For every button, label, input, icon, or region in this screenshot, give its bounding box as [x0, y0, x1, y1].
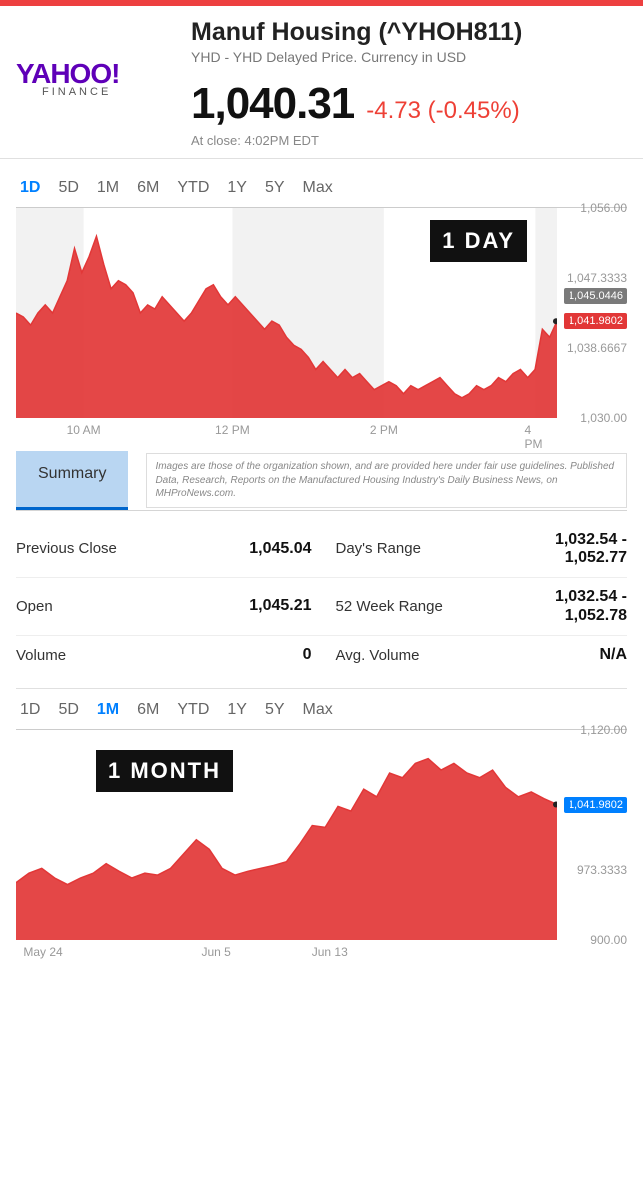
chart-1m-plot[interactable]: 1 MONTH [16, 730, 557, 940]
close-time-note: At close: 4:02PM EDT [191, 133, 627, 148]
range-tab-ytd[interactable]: YTD [177, 179, 209, 196]
range-tab-1d[interactable]: 1D [20, 179, 40, 196]
range-tabs-2: 1D 5D 1M 6M YTD 1Y 5Y Max [16, 697, 627, 729]
logo-exclamation: ! [111, 58, 119, 89]
chart-1m-stamp: 1 MONTH [96, 750, 233, 792]
range-tab-6m[interactable]: 6M [137, 701, 159, 718]
stat-value: 1,045.21 [249, 597, 311, 615]
x-tick-label: Jun 5 [201, 945, 230, 959]
range-tab-6m[interactable]: 6M [137, 179, 159, 196]
chart-1m-x-axis: May 24 Jun 5 Jun 13 [16, 945, 557, 969]
range-tab-5y[interactable]: 5Y [265, 179, 285, 196]
stat-cell: Volume 0 [16, 646, 322, 664]
stat-row: Volume 0 Avg. Volume N/A [16, 636, 627, 674]
chart-1m-section: 1D5D1M6MYTD1Y5YMax 1 MONTH 1,120.00973.3… [0, 689, 643, 969]
stat-row: Previous Close 1,045.04 Day's Range 1,032.5… [16, 521, 627, 579]
chart-1d-x-axis: 10 AM12 PM2 PM4 PM [16, 423, 557, 447]
x-tick-label: May 24 [23, 945, 62, 959]
stat-label: 52 Week Range [336, 598, 443, 615]
price-flag: 1,041.9802 [564, 313, 627, 329]
stat-value: N/A [599, 646, 627, 664]
x-tick-label: Jun 13 [312, 945, 348, 959]
range-tab-5d[interactable]: 5D [58, 179, 78, 196]
stat-value: 1,032.54 - 1,052.77 [555, 531, 627, 568]
x-tick-label: 12 PM [215, 423, 250, 437]
logo-text: YAHOO [16, 58, 111, 89]
stat-row: Open 1,045.21 52 Week Range 1,032.54 - 1,05… [16, 578, 627, 636]
stats-table: Previous Close 1,045.04 Day's Range 1,032.5… [16, 511, 627, 690]
logo-subtext: FINANCE [16, 86, 191, 98]
x-tick-label: 2 PM [370, 423, 398, 437]
chart-1d-section: 1D5D1M6MYTD1Y5YMax 1 DAY 1,056.001,047.3… [0, 159, 643, 689]
summary-row: Summary Images are those of the organiza… [16, 451, 627, 511]
x-tick-label: 4 PM [525, 423, 547, 451]
stat-value: 0 [303, 646, 312, 664]
stat-label: Previous Close [16, 540, 117, 557]
fair-use-notice: Images are those of the organization sho… [146, 453, 627, 508]
range-tab-1y[interactable]: 1Y [227, 701, 247, 718]
header: YAHOO! FINANCE Manuf Housing (^YHOH811) … [0, 6, 643, 159]
range-tabs-1: 1D 5D 1M 6M YTD 1Y 5Y Max [16, 175, 627, 207]
stat-cell: 52 Week Range 1,032.54 - 1,052.78 [322, 588, 628, 625]
stat-label: Avg. Volume [336, 647, 420, 664]
stat-value: 1,045.04 [249, 540, 311, 558]
symbol-title: Manuf Housing (^YHOH811) [191, 18, 627, 47]
stat-cell: Day's Range 1,032.54 - 1,052.77 [322, 531, 628, 568]
stat-label: Volume [16, 647, 66, 664]
x-tick-label: 10 AM [67, 423, 101, 437]
summary-tab[interactable]: Summary [16, 451, 128, 510]
range-tab-5d[interactable]: 5D [58, 701, 78, 718]
price-flag: 1,041.9802 [564, 797, 627, 813]
price-change: -4.73 (-0.45%) [366, 97, 519, 125]
range-tab-1m[interactable]: 1M [97, 701, 119, 718]
chart-1d-plot[interactable]: 1 DAY [16, 208, 557, 418]
range-tab-max[interactable]: Max [303, 701, 333, 718]
range-tab-1d[interactable]: 1D [20, 701, 40, 718]
range-tab-max[interactable]: Max [303, 179, 333, 196]
stat-cell: Open 1,045.21 [16, 588, 322, 625]
symbol-subtitle: YHD - YHD Delayed Price. Currency in USD [191, 49, 627, 65]
price-flag: 1,045.0446 [564, 288, 627, 304]
chart-1d-stamp: 1 DAY [430, 220, 527, 262]
range-tab-1y[interactable]: 1Y [227, 179, 247, 196]
logo: YAHOO! FINANCE [16, 18, 191, 148]
range-tab-ytd[interactable]: YTD [177, 701, 209, 718]
stat-cell: Previous Close 1,045.04 [16, 531, 322, 568]
stat-label: Day's Range [336, 540, 421, 557]
range-tab-5y[interactable]: 5Y [265, 701, 285, 718]
stat-value: 1,032.54 - 1,052.78 [555, 588, 627, 625]
range-tab-1m[interactable]: 1M [97, 179, 119, 196]
stat-cell: Avg. Volume N/A [322, 646, 628, 664]
stat-label: Open [16, 598, 53, 615]
last-price: 1,040.31 [191, 79, 354, 129]
